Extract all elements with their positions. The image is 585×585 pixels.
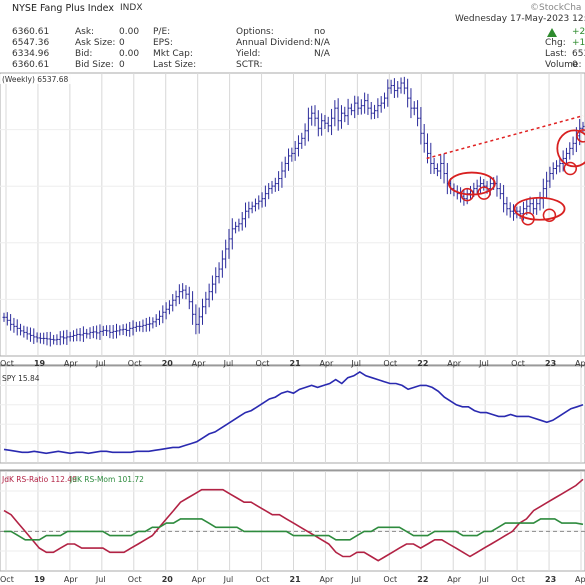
x-tick-label: Apr [192, 575, 207, 584]
x-tick-label: Jul [350, 575, 361, 584]
x-tick-label: Oct [128, 359, 142, 368]
x-tick-label: 22 [417, 359, 428, 368]
x-tick-label: Oct [511, 359, 525, 368]
last-value: 653 [572, 49, 585, 59]
x-tick-label: Ap [575, 359, 585, 368]
yield-label: Yield: [236, 49, 261, 59]
close-value: 6360.61 [12, 60, 50, 70]
annotation-circle [460, 187, 474, 202]
jdk-ratio-legend: JdK RS-Ratio 112.49 [1, 475, 77, 484]
annotation-ellipse [513, 196, 566, 221]
ask-value: 0.00 [119, 27, 140, 37]
price-legend-bg [0, 74, 72, 84]
up-arrow-icon [547, 28, 557, 37]
x-tick-label: 23 [545, 575, 556, 584]
price-legend: (Weekly) 6537.68 [2, 75, 69, 84]
x-tick-label: Jul [95, 575, 106, 584]
quote-header: NYSE Fang Plus Index INDX Wednesday 17-M… [0, 0, 585, 72]
x-tick-label: 19 [34, 575, 46, 584]
mkt-cap-label: Mkt Cap: [153, 49, 193, 59]
x-tick-label: Jul [350, 359, 361, 368]
x-tick-label: Apr [64, 575, 79, 584]
jdk-mom-legend: JdK RS-Mom 101.72 [69, 475, 144, 484]
x-tick-label: 20 [162, 575, 174, 584]
index-symbol: INDX [120, 3, 143, 13]
bid-label: Bid: [75, 49, 93, 59]
rs-legend: SPY 15.84 [2, 374, 40, 383]
low-value: 6334.96 [12, 49, 50, 59]
x-tick-label: Oct [256, 575, 270, 584]
x-tick-label: Ap [575, 575, 585, 584]
x-tick-label: 23 [545, 359, 556, 368]
jdk-rs-mom-line [4, 518, 584, 541]
ask-label: Ask: [75, 27, 95, 37]
price-panel [0, 72, 585, 357]
pe-label: P/E: [153, 27, 171, 37]
chg-label: Chg: [545, 38, 566, 48]
x-tick-label: 21 [290, 575, 302, 584]
annotation-ellipse [556, 129, 585, 168]
x-tick-label: Jul [223, 575, 234, 584]
high-value: 6547.36 [12, 38, 50, 48]
rs-panel [0, 365, 585, 464]
options-value: no [314, 27, 326, 37]
x-tick-label: Apr [64, 359, 79, 368]
eps-label: EPS: [153, 38, 173, 48]
x-tick-label: Jul [478, 575, 489, 584]
x-tick-label: 22 [417, 575, 428, 584]
jdk-panel [0, 470, 585, 572]
annual-dividend-value: N/A [314, 38, 330, 48]
last-label: Last: [545, 49, 567, 59]
index-title: NYSE Fang Plus Index [12, 3, 114, 14]
x-tick-label: Jul [95, 359, 106, 368]
annotation-ellipse [447, 171, 496, 196]
stockcharts-watermark: ©StockCha [530, 3, 582, 13]
x-tick-label: Oct [511, 575, 525, 584]
quote-date: Wednesday 17-May-2023 12:2 [455, 14, 585, 24]
x-tick-label: Apr [319, 575, 334, 584]
options-label: Options: [236, 27, 274, 37]
volume-label: Volume: [545, 60, 582, 70]
sctr-label: SCTR: [236, 60, 263, 70]
jdk-rs-ratio-line [3, 478, 584, 562]
annotation-circle [563, 161, 578, 176]
x-tick-label: Oct [256, 359, 270, 368]
rs-line [3, 370, 584, 455]
x-tick-label: Oct [383, 575, 397, 584]
x-tick-label: 21 [290, 359, 302, 368]
bid-size-value: 0 [119, 60, 125, 70]
x-tick-label: Oct [383, 359, 397, 368]
x-tick-label: Jul [478, 359, 489, 368]
ask-size-label: Ask Size: [75, 38, 116, 48]
annotation-circle [542, 208, 557, 223]
x-tick-label: Oct [128, 575, 142, 584]
x-tick-label: Apr [192, 359, 207, 368]
chg-value: +17 [572, 38, 585, 48]
x-tick-label: Apr [447, 575, 462, 584]
x-tick-label: Jul [223, 359, 234, 368]
annotation-circle [521, 212, 535, 226]
x-tick-label: 20 [162, 359, 174, 368]
x-tick-label: Apr [447, 359, 462, 368]
volume-value: 0 [572, 60, 578, 70]
yield-value: N/A [314, 49, 330, 59]
change-value: +2 [572, 27, 585, 37]
x-tick-label: Oct [0, 575, 14, 584]
ask-size-value: 0 [119, 38, 125, 48]
bid-value: 0.00 [119, 49, 140, 59]
last-size-label: Last Size: [153, 60, 197, 70]
x-tick-label: Oct [0, 359, 14, 368]
open-value: 6360.61 [12, 27, 50, 37]
annotation-circle [576, 129, 585, 143]
annual-dividend-label: Annual Dividend: [236, 38, 314, 48]
x-tick-label: Apr [319, 359, 334, 368]
x-tick-label: 19 [34, 359, 46, 368]
annotation-circle [477, 186, 491, 200]
bid-size-label: Bid Size: [75, 60, 114, 70]
